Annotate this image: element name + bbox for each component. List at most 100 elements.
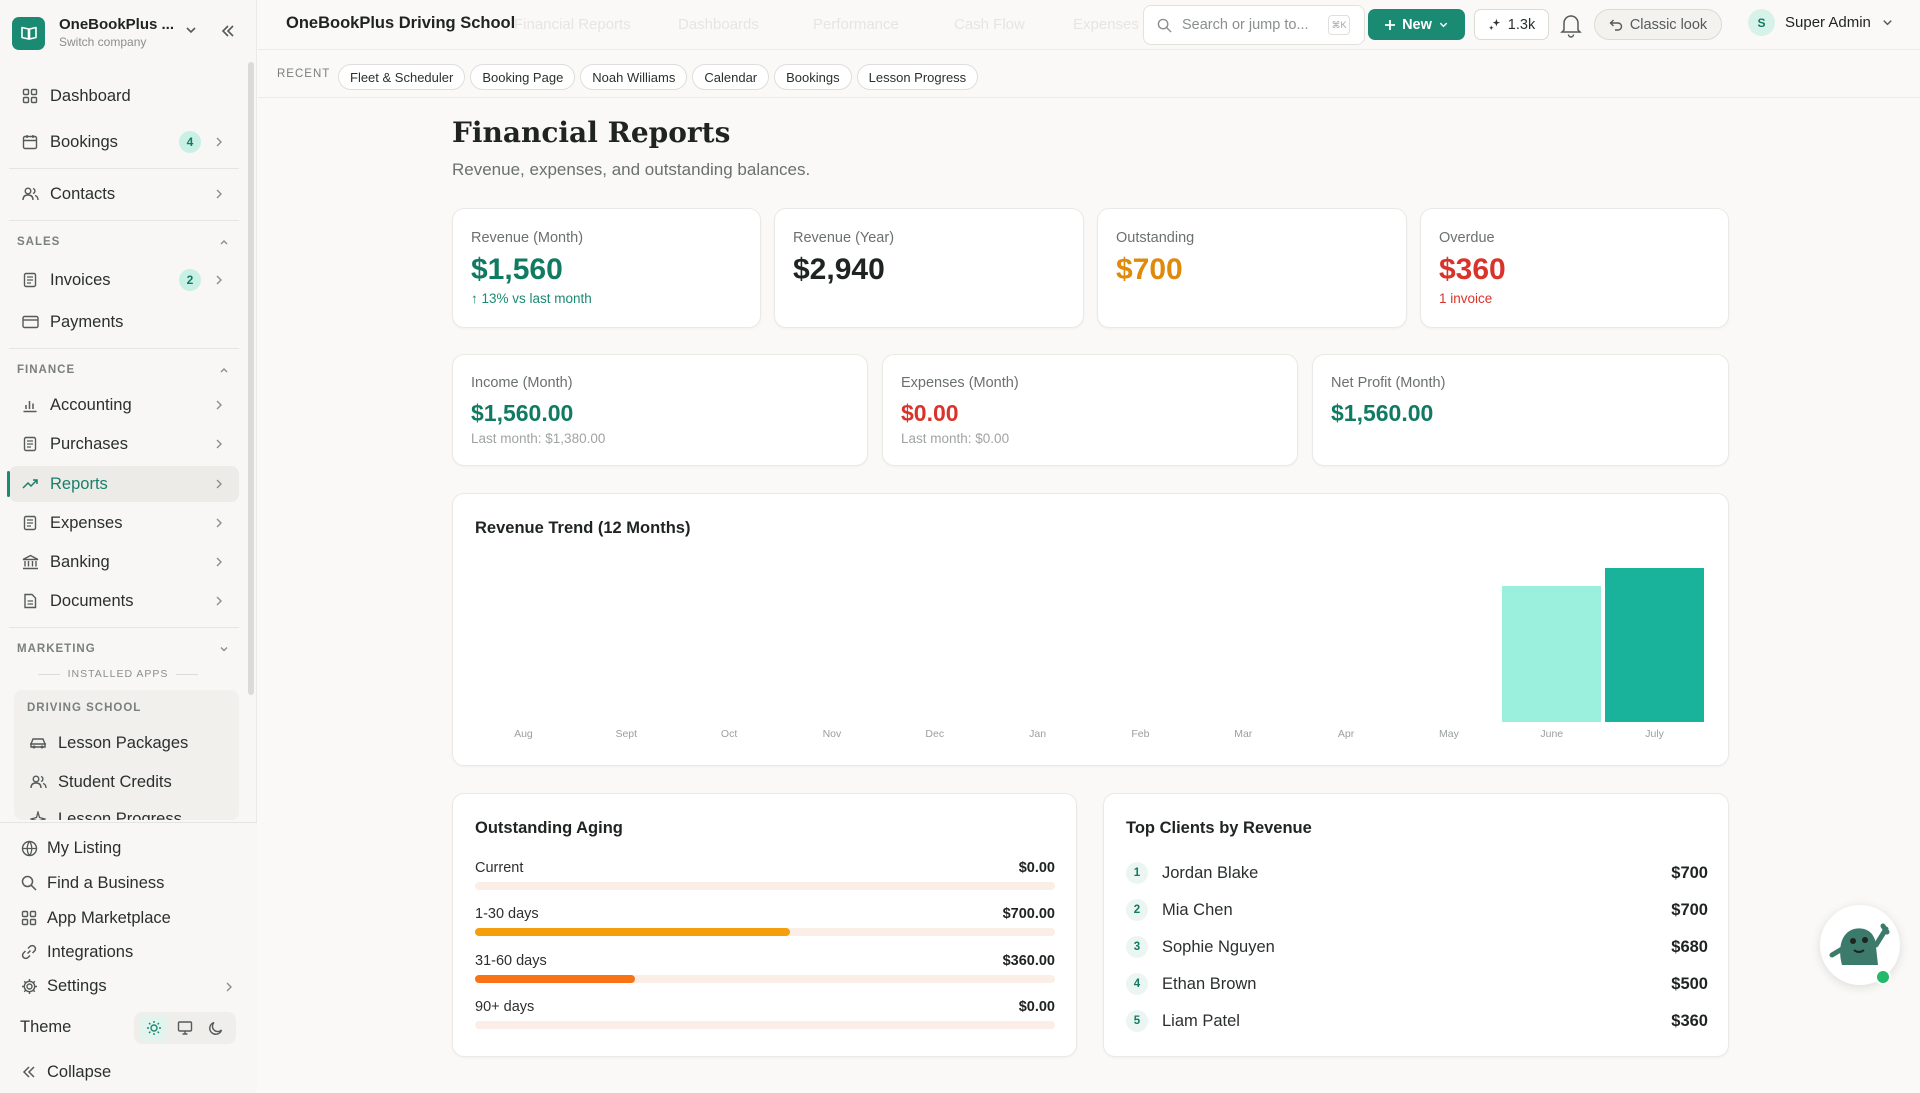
x-tick-label: Nov — [822, 728, 842, 740]
kpi-card-revenue-month: Revenue (Month) $1,560 ↑ 13% vs last mon… — [452, 208, 761, 328]
mascot-icon — [1829, 923, 1890, 965]
sidebar-item-my-listing[interactable]: My Listing — [20, 833, 121, 863]
recent-chip[interactable]: Bookings — [774, 64, 852, 90]
summary-last-month: Last month: $1,380.00 — [471, 431, 606, 446]
sidebar-item-invoices[interactable]: Invoices 2 — [9, 262, 239, 298]
gear-icon — [20, 978, 38, 995]
recent-chip[interactable]: Noah Williams — [580, 64, 688, 90]
sun-icon[interactable] — [139, 1015, 168, 1041]
calendar-icon — [21, 133, 39, 151]
client-name: Mia Chen — [1162, 900, 1233, 919]
sparkle-icon — [1488, 18, 1501, 31]
recent-chip[interactable]: Lesson Progress — [856, 64, 979, 90]
summary-label: Net Profit (Month) — [1331, 375, 1446, 391]
kpi-trend-note: ↑ 13% vs last month — [471, 291, 592, 306]
tab-performance[interactable]: Performance — [813, 16, 899, 33]
chevron-right-icon — [213, 135, 225, 154]
sidebar-item-label: Invoices — [50, 270, 111, 289]
recent-chip[interactable]: Fleet & Scheduler — [338, 64, 466, 90]
aging-amount: $360.00 — [1002, 953, 1055, 969]
chevron-up-icon[interactable] — [218, 235, 230, 252]
section-marketing[interactable]: MARKETING — [17, 643, 96, 655]
section-sales[interactable]: SALES — [17, 236, 61, 248]
aging-track — [475, 1021, 1055, 1029]
switch-company-label: Switch company — [59, 35, 147, 50]
tab-dashboards[interactable]: Dashboards — [678, 16, 759, 33]
aging-row-31-60: 31-60 days $360.00 — [475, 953, 1055, 985]
organization-title: OneBookPlus Driving School — [286, 14, 516, 32]
page-subtitle: Revenue, expenses, and outstanding balan… — [452, 160, 811, 179]
tab-financial-reports[interactable]: Financial Reports — [514, 16, 631, 33]
chevron-down-icon[interactable] — [184, 23, 198, 41]
undo-icon — [1609, 18, 1623, 32]
sidebar-item-reports[interactable]: Reports — [7, 466, 239, 502]
client-row[interactable]: 3 Sophie Nguyen $680 — [1126, 932, 1708, 962]
moon-icon[interactable] — [202, 1015, 230, 1041]
collapse-sidebar-icon[interactable] — [218, 21, 238, 45]
chart-bar-july[interactable] — [1605, 568, 1704, 722]
chevron-right-icon — [213, 187, 225, 206]
driving-school-title: DRIVING SCHOOL — [27, 702, 142, 714]
sidebar-item-bookings[interactable]: Bookings 4 — [9, 124, 239, 160]
client-row[interactable]: 5 Liam Patel $360 — [1126, 1006, 1708, 1036]
summary-card-income: Income (Month) $1,560.00 Last month: $1,… — [452, 354, 868, 466]
new-button[interactable]: New — [1368, 9, 1465, 40]
chevron-up-icon[interactable] — [218, 363, 230, 380]
sidebar-item-accounting[interactable]: Accounting — [9, 387, 239, 423]
company-switcher[interactable]: OneBookPlus ... Switch company — [12, 13, 247, 53]
kpi-value: $1,560 — [471, 253, 563, 286]
sidebar-item-integrations[interactable]: Integrations — [20, 937, 133, 967]
classic-look-button[interactable]: Classic look — [1594, 9, 1722, 40]
tab-expenses[interactable]: Expenses — [1073, 16, 1139, 33]
aging-bar — [475, 928, 791, 936]
ai-credits-button[interactable]: 1.3k — [1474, 9, 1549, 40]
sidebar-item-lesson-packages[interactable]: Lesson Packages — [29, 728, 188, 758]
search-input[interactable]: Search or jump to... ⌘K — [1143, 5, 1365, 45]
client-rank: 4 — [1126, 973, 1148, 995]
sidebar-item-purchases[interactable]: Purchases — [9, 426, 239, 462]
company-name: OneBookPlus ... — [59, 15, 175, 33]
sidebar-item-app-marketplace[interactable]: App Marketplace — [20, 903, 171, 933]
aging-row-90-plus: 90+ days $0.00 — [475, 999, 1055, 1031]
sidebar-item-lesson-progress[interactable]: Lesson Progress — [29, 804, 182, 820]
summary-last-month: Last month: $0.00 — [901, 431, 1010, 446]
kpi-card-revenue-year: Revenue (Year) $2,940 — [774, 208, 1084, 328]
theme-toggle — [134, 1012, 236, 1044]
sidebar-item-payments[interactable]: Payments — [9, 304, 239, 340]
aging-bar — [475, 975, 636, 983]
sidebar-scrollbar[interactable] — [248, 62, 254, 695]
tab-cash-flow[interactable]: Cash Flow — [954, 16, 1025, 33]
outstanding-aging-card: Outstanding Aging Current $0.00 1-30 day… — [452, 793, 1077, 1057]
overdue-invoice-count[interactable]: 1 invoice — [1439, 291, 1493, 306]
divider — [9, 168, 239, 169]
user-menu[interactable]: S Super Admin — [1748, 9, 1894, 36]
client-revenue: $500 — [1671, 974, 1708, 993]
sidebar-item-find-business[interactable]: Find a Business — [20, 868, 164, 898]
collapse-button[interactable]: Collapse — [20, 1057, 111, 1087]
x-tick-label: Aug — [514, 728, 533, 740]
recent-chip[interactable]: Calendar — [692, 64, 770, 90]
bell-icon[interactable] — [1556, 10, 1586, 44]
client-row[interactable]: 2 Mia Chen $700 — [1126, 895, 1708, 925]
sidebar-item-settings[interactable]: Settings — [20, 971, 235, 1001]
sidebar-item-expenses[interactable]: Expenses — [9, 505, 239, 541]
client-row[interactable]: 1 Jordan Blake $700 — [1126, 858, 1708, 888]
recent-chip[interactable]: Booking Page — [470, 64, 576, 90]
credit-card-icon — [21, 313, 39, 331]
client-row[interactable]: 4 Ethan Brown $500 — [1126, 969, 1708, 999]
sidebar-bottom — [0, 822, 257, 1093]
chart-bar-june[interactable] — [1502, 585, 1602, 722]
aging-label: 90+ days — [475, 999, 535, 1015]
section-finance[interactable]: FINANCE — [17, 364, 76, 376]
monitor-icon[interactable] — [171, 1015, 199, 1041]
client-name: Ethan Brown — [1162, 974, 1257, 993]
search-icon — [20, 875, 38, 891]
sidebar-item-contacts[interactable]: Contacts — [9, 176, 239, 212]
sidebar-item-student-credits[interactable]: Student Credits — [29, 767, 172, 797]
chevron-down-icon[interactable] — [218, 642, 230, 659]
sidebar-item-documents[interactable]: Documents — [9, 583, 239, 619]
x-tick-label: Feb — [1131, 728, 1150, 740]
sidebar-item-dashboard[interactable]: Dashboard — [9, 78, 239, 114]
sidebar-item-banking[interactable]: Banking — [9, 544, 239, 580]
sidebar-item-label: Accounting — [50, 395, 132, 414]
